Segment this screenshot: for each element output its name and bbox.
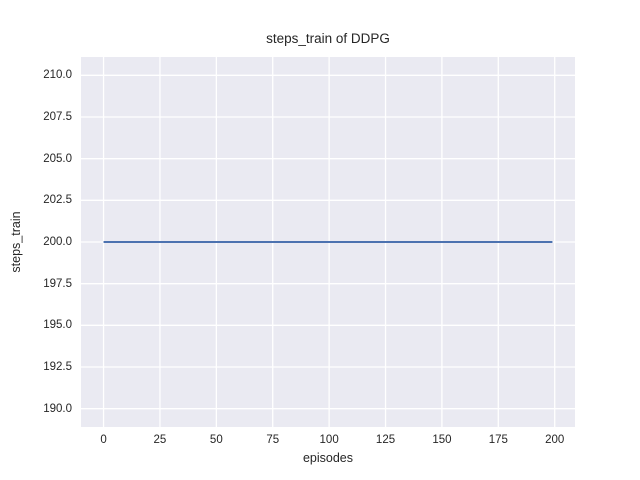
x-tick-label: 150 xyxy=(432,434,452,446)
chart-title: steps_train of DDPG xyxy=(266,31,390,46)
x-tick-label: 100 xyxy=(319,434,339,446)
y-tick-label: 207.5 xyxy=(43,111,72,123)
x-axis-label: episodes xyxy=(302,451,354,465)
y-tick-label: 190.0 xyxy=(43,402,72,415)
y-tick-label: 192.5 xyxy=(43,361,72,373)
x-tick-label: 125 xyxy=(375,434,396,446)
x-tick-label: 25 xyxy=(153,434,167,446)
x-tick-label: 50 xyxy=(209,434,223,446)
x-tick-label: 75 xyxy=(266,434,280,446)
y-tick-label: 202.5 xyxy=(43,194,72,207)
y-tick-label: 197.5 xyxy=(43,277,72,290)
y-tick-label: 195.0 xyxy=(43,319,72,332)
y-tick-label: 200.0 xyxy=(43,236,72,248)
x-tick-label: 200 xyxy=(545,434,565,446)
x-tick-label: 0 xyxy=(100,434,107,446)
y-tick-label: 205.0 xyxy=(43,152,72,165)
x-tick-label: 175 xyxy=(488,434,508,446)
y-tick-label: 210.0 xyxy=(43,69,72,82)
